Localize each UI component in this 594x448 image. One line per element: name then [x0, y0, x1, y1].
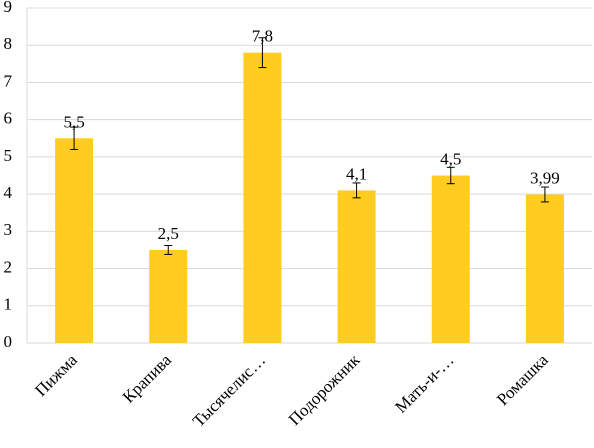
y-tick-label: 6 — [4, 109, 13, 128]
x-tick-label: Подорожник — [285, 350, 364, 429]
bar — [337, 190, 376, 343]
x-tick-label: Ромашка — [493, 350, 552, 409]
data-label: 3,99 — [530, 168, 560, 187]
data-label: 5,5 — [63, 112, 84, 131]
x-tick-label: Мать-и-… — [391, 350, 457, 416]
bar — [55, 138, 94, 343]
data-label: 4,1 — [346, 164, 367, 183]
x-tick-label: Тысячелис… — [189, 350, 269, 430]
data-label: 4,5 — [440, 150, 461, 169]
bar — [243, 52, 282, 344]
x-tick-label: Пижма — [31, 350, 81, 400]
bar — [431, 175, 470, 343]
data-label: 7,8 — [252, 27, 273, 46]
error-bar — [352, 182, 361, 199]
y-tick-label: 3 — [4, 220, 13, 239]
y-tick-label: 4 — [4, 183, 13, 202]
y-tick-label: 2 — [4, 257, 13, 276]
data-label: 2,5 — [158, 224, 179, 243]
y-tick-label: 1 — [4, 295, 13, 314]
bar — [525, 194, 564, 343]
y-tick-label: 8 — [4, 34, 13, 53]
y-tick-label: 9 — [4, 0, 13, 16]
error-bar — [258, 37, 267, 69]
error-bar — [164, 244, 173, 255]
y-tick-label: 7 — [4, 71, 13, 90]
error-bar — [70, 126, 79, 150]
bar — [149, 249, 188, 343]
error-bar — [540, 186, 549, 203]
x-tick-label: Крапива — [119, 350, 176, 407]
y-tick-label: 0 — [4, 332, 13, 351]
error-bar — [446, 166, 455, 185]
y-tick-label: 5 — [4, 146, 13, 165]
